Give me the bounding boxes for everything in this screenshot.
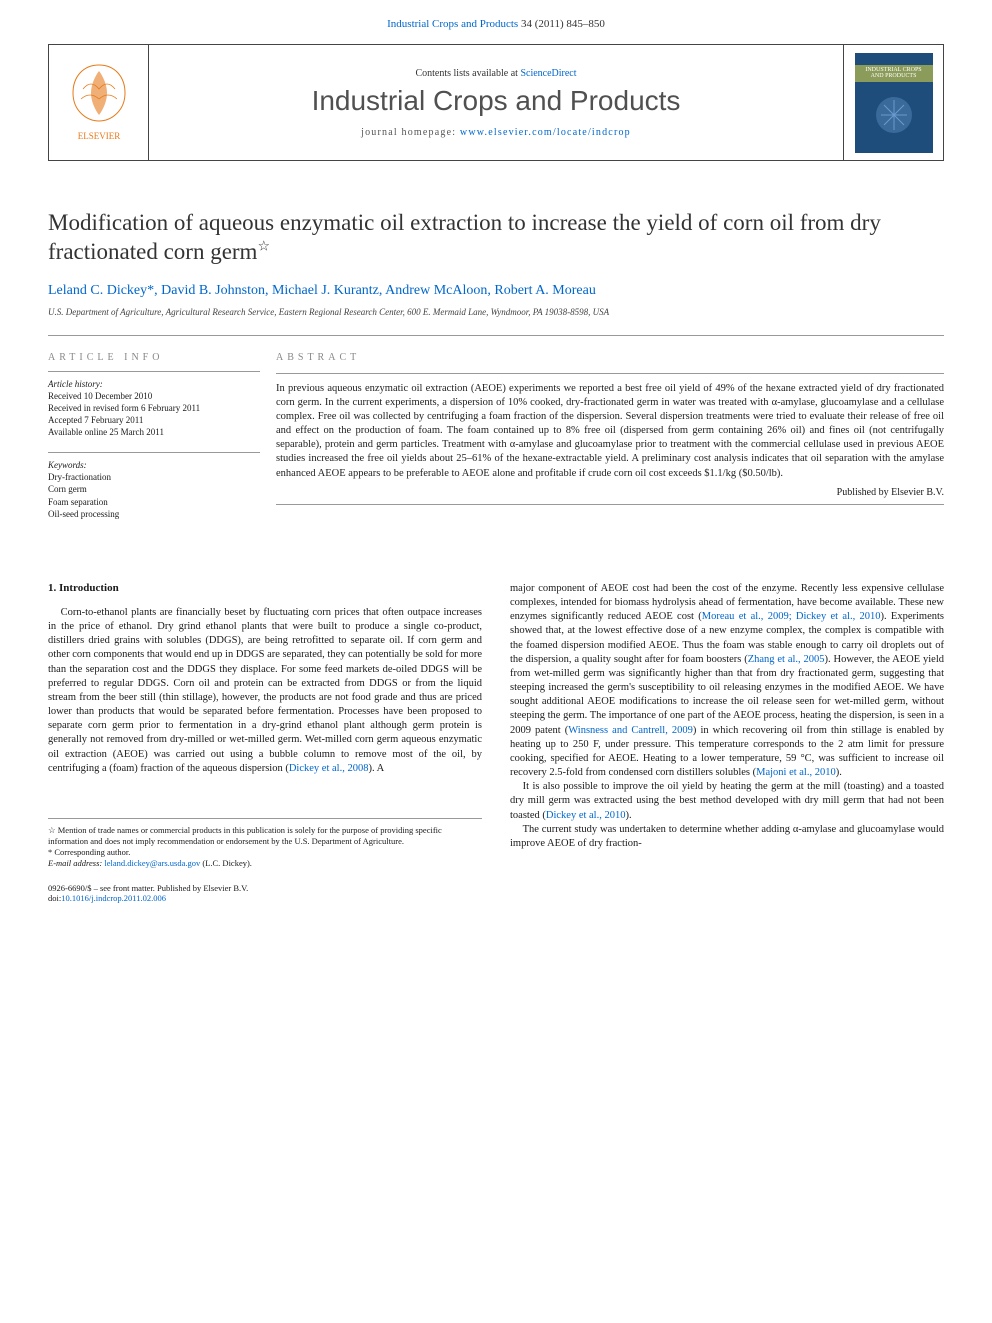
keyword: Foam separation xyxy=(48,496,260,508)
footer-meta: 0926-6690/$ – see front matter. Publishe… xyxy=(0,883,992,923)
affiliation: U.S. Department of Agriculture, Agricult… xyxy=(48,307,944,317)
homepage-link[interactable]: www.elsevier.com/locate/indcrop xyxy=(460,127,631,138)
section-heading-intro: 1. Introduction xyxy=(48,582,482,594)
intro-right-p3: The current study was undertaken to dete… xyxy=(510,823,944,851)
title-footnote-star: ☆ xyxy=(257,239,270,254)
abstract-text: In previous aqueous enzymatic oil extrac… xyxy=(276,382,944,481)
history-revised: Received in revised form 6 February 2011 xyxy=(48,402,260,414)
banner-center: Contents lists available at ScienceDirec… xyxy=(149,60,843,146)
citation-link[interactable]: Dickey et al., 2008 xyxy=(289,763,369,774)
article-history: Article history: Received 10 December 20… xyxy=(48,378,260,439)
keywords-block: Keywords: Dry-fractionation Corn germ Fo… xyxy=(48,459,260,520)
svg-text:ELSEVIER: ELSEVIER xyxy=(77,131,120,141)
footnote-corr: * Corresponding author. xyxy=(48,847,482,858)
abstract-heading: ABSTRACT xyxy=(276,352,944,363)
doi-link[interactable]: 10.1016/j.indcrop.2011.02.006 xyxy=(61,893,166,903)
contents-line: Contents lists available at ScienceDirec… xyxy=(415,68,576,79)
email-link[interactable]: leland.dickey@ars.usda.gov xyxy=(104,858,200,868)
intro-left-text: Corn-to-ethanol plants are financially b… xyxy=(48,607,482,774)
right-column: major component of AEOE cost had been th… xyxy=(510,582,944,869)
history-received: Received 10 December 2010 xyxy=(48,390,260,402)
footer-doi: doi:10.1016/j.indcrop.2011.02.006 xyxy=(48,893,944,903)
contents-prefix: Contents lists available at xyxy=(415,68,520,79)
header-citation-link[interactable]: Industrial Crops and Products xyxy=(387,18,518,30)
doi-prefix: doi: xyxy=(48,893,61,903)
divider xyxy=(48,371,260,372)
citation-link[interactable]: Winsness and Cantrell, 2009 xyxy=(568,725,693,736)
journal-homepage: journal homepage: www.elsevier.com/locat… xyxy=(361,127,631,138)
header-citation-suffix: 34 (2011) 845–850 xyxy=(518,18,605,30)
body-columns: 1. Introduction Corn-to-ethanol plants a… xyxy=(48,582,944,869)
citation-link[interactable]: Dickey et al., 2010 xyxy=(546,810,626,821)
p1-c: ). However, the AEOE yield from wet-mill… xyxy=(510,654,944,736)
article-title: Modification of aqueous enzymatic oil ex… xyxy=(48,209,944,267)
left-column: 1. Introduction Corn-to-ethanol plants a… xyxy=(48,582,482,869)
journal-cover-cell: INDUSTRIAL CROPS AND PRODUCTS xyxy=(843,45,943,160)
journal-banner: ELSEVIER Contents lists available at Sci… xyxy=(48,44,944,161)
authors-link[interactable]: Leland C. Dickey*, David B. Johnston, Mi… xyxy=(48,283,596,298)
abstract-col: ABSTRACT In previous aqueous enzymatic o… xyxy=(276,335,944,550)
email-label: E-mail address: xyxy=(48,858,104,868)
keywords-label: Keywords: xyxy=(48,459,260,471)
keyword: Oil-seed processing xyxy=(48,508,260,520)
header-citation: Industrial Crops and Products 34 (2011) … xyxy=(0,0,992,44)
divider xyxy=(48,452,260,453)
history-accepted: Accepted 7 February 2011 xyxy=(48,414,260,426)
article-info-col: ARTICLE INFO Article history: Received 1… xyxy=(48,335,276,550)
article-info-heading: ARTICLE INFO xyxy=(48,352,260,363)
email-tail: (L.C. Dickey). xyxy=(200,858,252,868)
footnotes: ☆ Mention of trade names or commercial p… xyxy=(48,818,482,869)
divider xyxy=(276,373,944,374)
main-content: Modification of aqueous enzymatic oil ex… xyxy=(0,161,992,869)
title-text: Modification of aqueous enzymatic oil ex… xyxy=(48,210,881,264)
citation-link[interactable]: Zhang et al., 2005 xyxy=(748,654,825,665)
keyword: Dry-fractionation xyxy=(48,471,260,483)
elsevier-logo-cell: ELSEVIER xyxy=(49,45,149,160)
elsevier-logo: ELSEVIER xyxy=(63,59,135,147)
history-online: Available online 25 March 2011 xyxy=(48,426,260,438)
intro-right-p1: major component of AEOE cost had been th… xyxy=(510,582,944,780)
meta-abstract-row: ARTICLE INFO Article history: Received 1… xyxy=(48,335,944,550)
publisher-note: Published by Elsevier B.V. xyxy=(276,487,944,498)
homepage-prefix: journal homepage: xyxy=(361,127,460,138)
footnote-star: ☆ Mention of trade names or commercial p… xyxy=(48,825,482,847)
intro-left-tail: ). A xyxy=(368,763,384,774)
journal-cover: INDUSTRIAL CROPS AND PRODUCTS xyxy=(855,53,933,153)
sciencedirect-link[interactable]: ScienceDirect xyxy=(520,68,576,79)
citation-link[interactable]: Moreau et al., 2009; Dickey et al., 2010 xyxy=(702,611,881,622)
intro-right-p2: It is also possible to improve the oil y… xyxy=(510,780,944,823)
history-label: Article history: xyxy=(48,378,260,390)
divider xyxy=(276,504,944,505)
intro-left-para: Corn-to-ethanol plants are financially b… xyxy=(48,606,482,776)
keyword: Corn germ xyxy=(48,483,260,495)
journal-cover-text: INDUSTRIAL CROPS AND PRODUCTS xyxy=(855,65,933,82)
p1-e: ). xyxy=(836,767,842,778)
p2-b: ). xyxy=(625,810,631,821)
journal-name: Industrial Crops and Products xyxy=(312,85,681,117)
footnote-email: E-mail address: leland.dickey@ars.usda.g… xyxy=(48,858,482,869)
footer-line1: 0926-6690/$ – see front matter. Publishe… xyxy=(48,883,944,893)
authors-line: Leland C. Dickey*, David B. Johnston, Mi… xyxy=(48,283,944,299)
citation-link[interactable]: Majoni et al., 2010 xyxy=(756,767,836,778)
